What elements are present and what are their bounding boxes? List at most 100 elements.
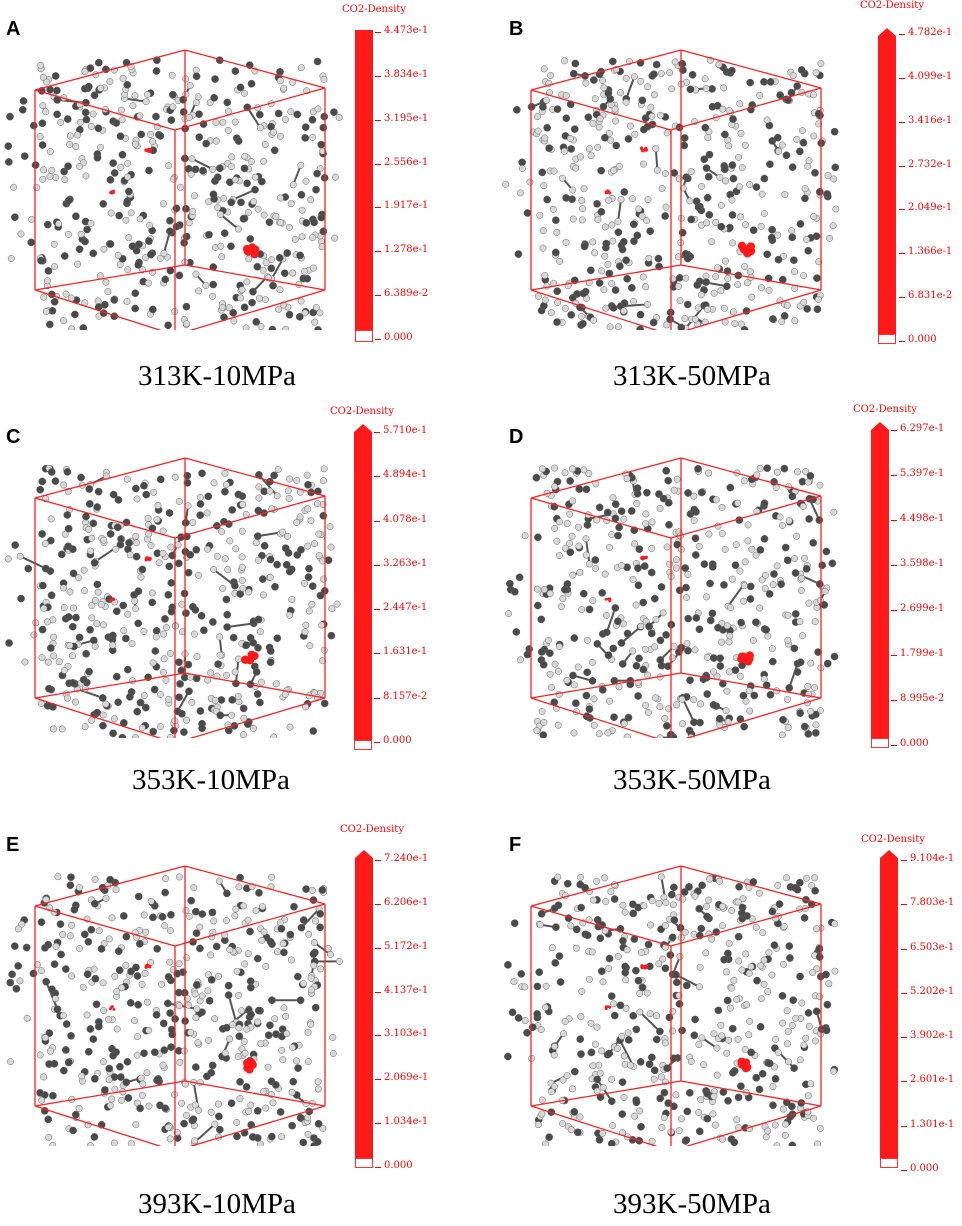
colorbar-tick [375,1035,381,1037]
colorbar-tick [375,339,381,340]
colorbar-tick [891,430,897,431]
panel-letter: C [6,426,21,448]
colorbar-tick-label: 6.389e-2 [384,288,429,300]
colorbar-tick-label: 2.732e-1 [908,158,953,170]
colorbar-tick-label: 2.699e-1 [900,603,945,614]
colorbar-tick [899,253,905,255]
colorbar-tick-label: 6.206e-1 [384,896,429,908]
panel-c: C CO2-Density 353K-10MPa 5.710e-1 4.894e-… [0,406,481,816]
colorbar-tick-label: 1.366e-1 [908,246,953,258]
colorbar-tick [899,121,905,123]
colorbar-tick-label: 1.799e-1 [900,648,945,659]
colorbar-tick [899,209,905,211]
colorbar-tick [375,251,381,253]
molecular-box-render [6,865,343,1146]
colorbar-tick [374,476,380,478]
molecular-box-render [502,49,840,330]
colorbar-tick-label: 0.000 [383,735,412,746]
colorbar [878,28,896,334]
colorbar-min-cell [355,330,373,342]
colorbar-tick-label: 0.000 [908,334,937,345]
panel-letter: E [6,834,20,856]
panel-caption: 313K-10MPa [138,360,296,392]
colorbar-min-cell [355,1158,373,1168]
colorbar-tick-label: 2.556e-1 [384,156,429,168]
colorbar-tick [375,947,381,949]
colorbar-tick [375,991,381,993]
colorbar [871,422,889,738]
colorbar-tick [375,860,381,861]
molecular-box-render [505,457,839,738]
colorbar-min-cell [878,334,896,344]
colorbar-title: CO2-Density [342,4,406,15]
colorbar-tick [891,700,897,701]
colorbar [880,850,898,1158]
colorbar-tick-label: 1.631e-1 [383,646,428,658]
colorbar-tick [374,564,380,566]
colorbar-tick-label: 0.000 [910,1163,939,1174]
colorbar-tick [374,520,380,522]
colorbar-min-cell [880,1158,898,1168]
colorbar-tick [375,119,381,121]
colorbar-tick-label: 7.240e-1 [384,853,429,864]
colorbar-tick [374,742,380,743]
colorbar-tick-label: 4.473e-1 [384,25,429,36]
colorbar-tick-label: 9.104e-1 [910,853,955,864]
colorbar-title: CO2-Density [861,834,925,845]
colorbar-tick-label: 1.301e-1 [910,1118,955,1130]
colorbar-tick-label: 4.498e-1 [900,513,945,524]
panel-caption: 353K-50MPa [613,764,771,796]
panel-letter: F [509,834,522,856]
colorbar-tick [899,341,905,342]
colorbar-tick-label: 3.598e-1 [900,558,945,569]
panel-caption: 393K-10MPa [138,1188,296,1220]
colorbar-tick-label: 2.601e-1 [910,1074,955,1086]
colorbar [354,424,372,740]
colorbar-tick [901,904,907,906]
colorbar-tick-label: 4.078e-1 [383,513,428,525]
colorbar-tick [899,165,905,167]
molecular-box-render [4,49,343,330]
colorbar-tick-label: 4.894e-1 [383,469,428,481]
colorbar-min-cell [871,738,889,748]
colorbar-min-cell [354,740,372,750]
panel-caption: 353K-10MPa [132,764,290,796]
colorbar-tick-label: 3.834e-1 [384,68,429,80]
colorbar-tick-label: 3.195e-1 [384,112,429,124]
colorbar-tick-label: 2.049e-1 [908,202,953,214]
colorbar-tick [891,745,897,746]
colorbar-tick [901,1081,907,1083]
panel-letter: B [509,18,524,40]
colorbar-tick [901,1037,907,1039]
colorbar-tick-label: 0.000 [384,1160,413,1171]
colorbar-tick-label: 4.137e-1 [384,984,429,996]
colorbar-title: CO2-Density [853,404,917,415]
colorbar-tick [901,1125,907,1127]
molecular-box-render [504,865,839,1146]
panel-letter: A [6,18,21,40]
panel-caption: 313K-50MPa [613,360,771,392]
colorbar-tick-label: 5.397e-1 [900,468,945,479]
colorbar-tick [891,475,897,476]
colorbar-tick-label: 2.447e-1 [383,602,428,614]
colorbar-tick [375,207,381,209]
colorbar-tick-label: 1.278e-1 [384,244,429,256]
colorbar-tick [375,75,381,77]
colorbar-tick [375,1167,381,1168]
panel-caption: 393K-50MPa [613,1188,771,1220]
colorbar-title: CO2-Density [860,0,924,11]
colorbar-tick-label: 3.416e-1 [908,114,953,126]
panel-f: F CO2-Density 393K-50MPa 9.104e-1 7.803e-… [481,816,962,1224]
colorbar-tick-label: 3.263e-1 [383,557,428,569]
colorbar-tick-label: 1.917e-1 [384,200,429,212]
colorbar-tick-label: 6.831e-2 [908,290,953,302]
colorbar-tick-label: 2.069e-1 [384,1072,429,1084]
colorbar-tick-label: 7.803e-1 [910,897,955,909]
colorbar-tick-label: 8.157e-2 [383,690,428,702]
colorbar-tick [901,1170,907,1171]
colorbar-tick-label: 3.902e-1 [910,1030,955,1042]
colorbar-tick [375,1079,381,1081]
colorbar-tick [891,610,897,611]
molecular-box-render [4,457,341,738]
colorbar-tick [891,655,897,656]
